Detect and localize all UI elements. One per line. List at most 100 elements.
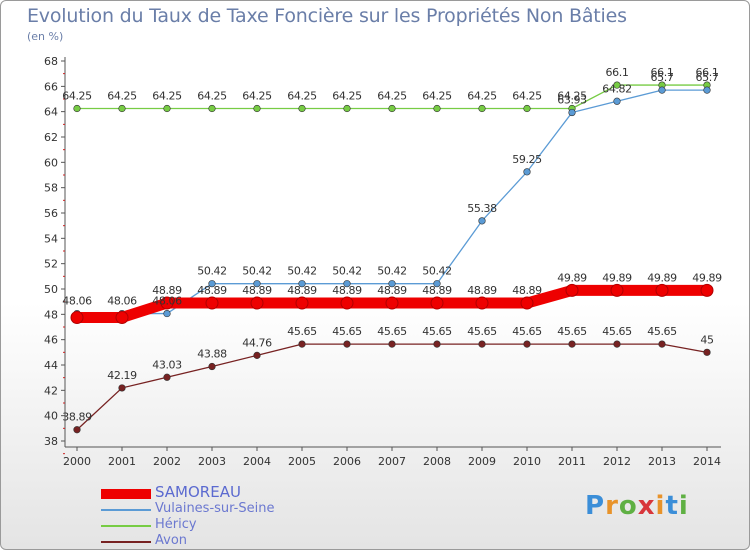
data-point [430, 296, 444, 310]
y-tick-label: 38 [44, 435, 58, 448]
y-tick-label: 48 [44, 308, 58, 321]
data-point [433, 104, 441, 113]
data-point [655, 283, 669, 297]
data-label: 48.89 [152, 284, 182, 297]
data-point [253, 280, 261, 288]
logo-letter: i [655, 491, 666, 521]
data-point [658, 86, 666, 94]
data-label: 64.25 [377, 90, 407, 103]
data-label: 45.65 [377, 325, 407, 338]
logo-letter: i [678, 491, 689, 521]
legend-swatch-samoreau [101, 489, 151, 499]
data-label: 48.89 [332, 284, 362, 297]
data-point [613, 81, 621, 89]
data-point [73, 104, 81, 113]
y-tick-label: 58 [44, 182, 58, 195]
data-point [478, 340, 486, 348]
data-point [160, 296, 174, 310]
data-point [388, 280, 396, 288]
data-point [70, 311, 84, 324]
x-tick-label: 2003 [198, 455, 226, 468]
data-point [343, 280, 351, 288]
data-point [118, 384, 126, 392]
data-label: 64.25 [62, 90, 92, 103]
data-label: 42.19 [107, 369, 137, 382]
data-point [478, 217, 486, 225]
data-label: 45.65 [557, 325, 587, 338]
data-label: 64.25 [197, 90, 227, 103]
x-tick-label: 2014 [693, 455, 721, 468]
data-label: 66.1 [651, 66, 674, 79]
legend-swatch-vulaines [101, 509, 151, 511]
data-label: 65.7 [651, 71, 674, 84]
y-tick-label: 66 [44, 80, 58, 93]
data-point [613, 340, 621, 348]
x-tick-label: 2001 [108, 455, 136, 468]
data-point [343, 340, 351, 348]
data-label: 64.82 [602, 82, 632, 95]
data-label: 45.65 [332, 325, 362, 338]
data-point [340, 296, 354, 310]
data-point [703, 348, 711, 356]
chart-title: Evolution du Taux de Taxe Foncière sur l… [27, 5, 627, 27]
logo-letter: t [665, 491, 679, 521]
x-tick-label: 2011 [558, 455, 586, 468]
y-tick-label: 44 [44, 359, 58, 372]
data-point [250, 296, 264, 310]
data-point [115, 311, 129, 324]
data-point [73, 426, 81, 434]
legend-label-vulaines: Vulaines-sur-Seine [155, 501, 275, 516]
data-point [565, 283, 579, 297]
data-point [163, 373, 171, 381]
y-tick-label: 50 [44, 283, 58, 296]
data-point [658, 340, 666, 348]
data-label: 48.89 [512, 284, 542, 297]
data-label: 64.25 [467, 90, 497, 103]
data-point [568, 340, 576, 348]
y-tick-label: 54 [44, 232, 58, 245]
data-label: 66.1 [696, 66, 719, 79]
data-point [298, 340, 306, 348]
data-point [385, 296, 399, 310]
data-point [433, 280, 441, 288]
x-tick-label: 2002 [153, 455, 181, 468]
logo-letter: x [637, 491, 656, 521]
data-label: 64.25 [332, 90, 362, 103]
data-label: 48.89 [197, 284, 227, 297]
data-label: 48.89 [422, 284, 452, 297]
legend-label-hericy: Héricy [155, 517, 197, 532]
data-label: 64.25 [422, 90, 452, 103]
data-label: 48.89 [287, 284, 317, 297]
x-tick-label: 2009 [468, 455, 496, 468]
data-label: 45.65 [512, 325, 542, 338]
data-label: 50.42 [242, 265, 272, 278]
x-tick-label: 2004 [243, 455, 271, 468]
x-tick-label: 2006 [333, 455, 361, 468]
legend-swatch-avon [101, 541, 151, 543]
data-point [520, 296, 534, 310]
y-tick-label: 42 [44, 384, 58, 397]
data-label: 59.25 [512, 153, 542, 166]
x-tick-label: 2000 [63, 455, 91, 468]
data-label: 65.7 [696, 71, 719, 84]
data-label: 64.25 [287, 90, 317, 103]
y-tick-label: 40 [44, 410, 58, 423]
legend-label-avon: Avon [155, 533, 188, 548]
x-tick-label: 2005 [288, 455, 316, 468]
data-point [433, 340, 441, 348]
data-label: 64.25 [557, 90, 587, 103]
y-tick-label: 52 [44, 258, 58, 271]
data-label: 43.88 [197, 348, 227, 361]
data-label: 55.38 [467, 202, 497, 215]
data-point [118, 104, 126, 113]
data-label: 64.25 [242, 90, 272, 103]
data-label: 66.1 [606, 66, 629, 79]
data-point [205, 296, 219, 310]
chart-subtitle: (en %) [27, 30, 64, 43]
logo-letter: o [618, 491, 638, 521]
legend-swatch-hericy [101, 525, 151, 527]
data-label: 48.06 [107, 295, 137, 308]
y-tick-label: 56 [44, 207, 58, 220]
